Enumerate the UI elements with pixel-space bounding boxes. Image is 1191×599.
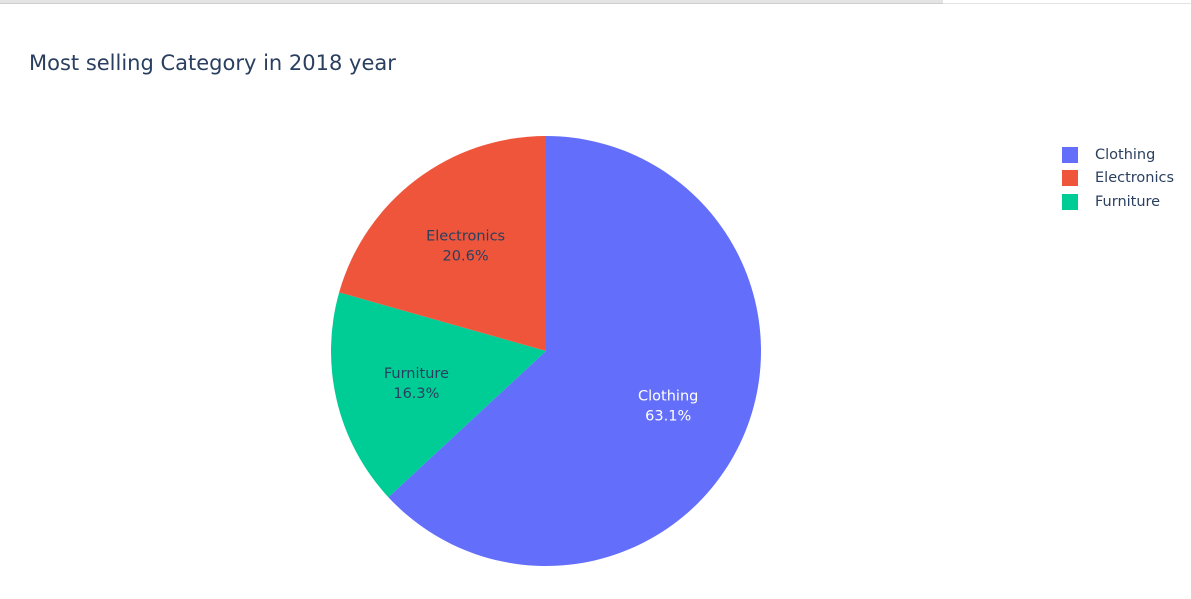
- legend-swatch: [1062, 146, 1078, 163]
- legend-label: Clothing: [1095, 146, 1156, 163]
- legend-item-furniture[interactable]: Furniture: [1062, 190, 1174, 214]
- legend-item-electronics[interactable]: Electronics: [1062, 167, 1174, 191]
- chart-title: Most selling Category in 2018 year: [29, 51, 396, 75]
- legend-swatch: [1062, 193, 1078, 210]
- slice-label-name: Electronics: [426, 229, 505, 245]
- slice-label-name: Furniture: [384, 366, 449, 382]
- top-border-right: [943, 3, 1191, 4]
- top-border: [0, 0, 943, 4]
- pie-slice-electronics[interactable]: [339, 136, 546, 351]
- pie-slice-furniture[interactable]: [330, 292, 546, 498]
- legend-item-clothing[interactable]: Clothing: [1062, 143, 1174, 167]
- legend-swatch: [1062, 170, 1078, 187]
- slice-label-percent: 20.6%: [443, 249, 489, 265]
- slice-label-percent: 63.1%: [645, 408, 691, 424]
- slice-label-percent: 16.3%: [393, 386, 439, 402]
- legend-label: Electronics: [1095, 170, 1175, 187]
- legend: Clothing Electronics Furniture: [1062, 143, 1174, 214]
- pie-slices: [330, 136, 761, 566]
- pie-slice-labels: Clothing 63.1% Furniture 16.3% Electronics 20…: [384, 229, 699, 425]
- legend-label: Furniture: [1095, 193, 1161, 210]
- pie-slice-clothing[interactable]: [388, 136, 761, 566]
- slice-label-name: Clothing: [638, 388, 698, 404]
